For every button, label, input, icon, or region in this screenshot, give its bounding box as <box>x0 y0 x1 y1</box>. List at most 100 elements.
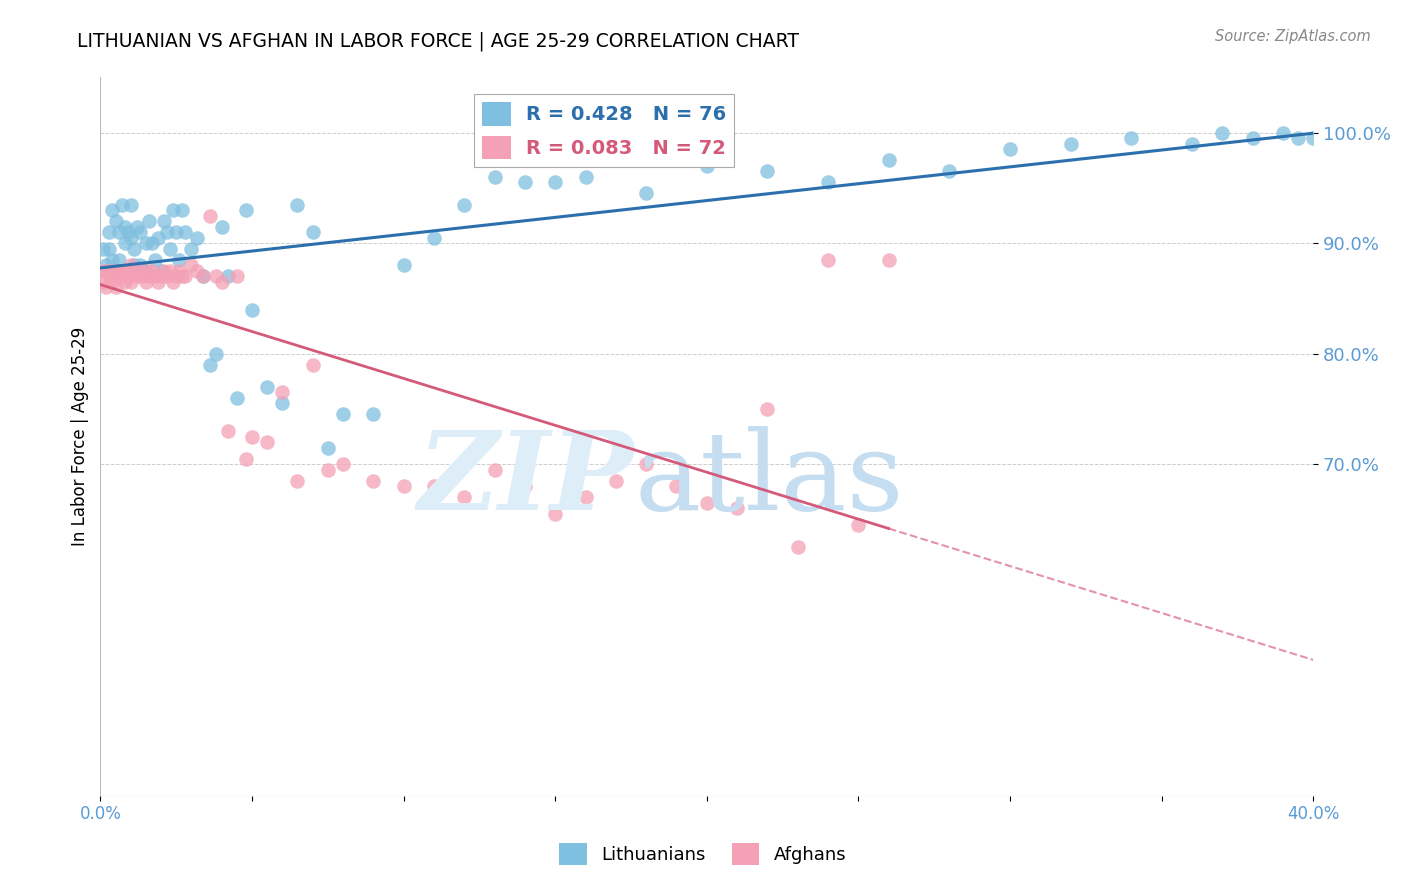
Point <box>1211 126 1233 140</box>
Point <box>198 209 221 223</box>
Legend: Lithuanians, Afghans: Lithuanians, Afghans <box>553 836 853 872</box>
Point <box>93 275 115 289</box>
Point <box>271 385 294 400</box>
Point <box>120 197 142 211</box>
Point <box>287 474 309 488</box>
Point <box>101 264 124 278</box>
Point <box>513 479 536 493</box>
Point <box>423 479 446 493</box>
Point <box>122 264 145 278</box>
Point <box>104 264 127 278</box>
Point <box>101 202 124 217</box>
Text: atlas: atlas <box>634 426 904 533</box>
Point <box>172 269 194 284</box>
Point <box>316 441 339 455</box>
Point <box>141 264 163 278</box>
Text: LITHUANIAN VS AFGHAN IN LABOR FORCE | AGE 25-29 CORRELATION CHART: LITHUANIAN VS AFGHAN IN LABOR FORCE | AG… <box>77 31 800 51</box>
Point <box>204 269 226 284</box>
Point <box>125 219 148 234</box>
Point <box>93 242 115 256</box>
Point <box>211 219 233 234</box>
Point <box>146 230 169 244</box>
Point <box>114 275 136 289</box>
Point <box>193 269 215 284</box>
Point <box>392 258 415 272</box>
Point <box>696 159 718 173</box>
Point <box>332 457 354 471</box>
Point <box>998 142 1021 156</box>
Point <box>301 358 323 372</box>
Point <box>135 275 157 289</box>
Point <box>107 225 129 239</box>
Point <box>544 176 567 190</box>
Point <box>271 396 294 410</box>
Point <box>128 225 150 239</box>
Point <box>1302 131 1324 145</box>
Point <box>159 242 181 256</box>
Point <box>96 280 118 294</box>
Point <box>128 258 150 272</box>
Point <box>122 242 145 256</box>
Point <box>107 269 129 284</box>
Point <box>453 197 475 211</box>
Point <box>156 269 179 284</box>
Point <box>156 225 179 239</box>
Point <box>98 264 121 278</box>
Point <box>143 269 166 284</box>
Point <box>361 474 384 488</box>
Point <box>135 236 157 251</box>
Point <box>180 242 202 256</box>
Point <box>513 176 536 190</box>
Point <box>114 264 136 278</box>
Point <box>98 242 121 256</box>
Point <box>135 264 157 278</box>
Point <box>287 197 309 211</box>
Point <box>605 474 627 488</box>
Point <box>484 463 506 477</box>
Point <box>135 264 157 278</box>
Point <box>162 275 184 289</box>
Point <box>98 269 121 284</box>
Point <box>301 225 323 239</box>
Point <box>150 264 173 278</box>
Point <box>1271 126 1294 140</box>
Point <box>128 264 150 278</box>
Point <box>877 252 900 267</box>
Point <box>117 269 139 284</box>
Point <box>756 164 779 178</box>
Point <box>98 225 121 239</box>
Point <box>361 408 384 422</box>
Point <box>110 197 132 211</box>
Point <box>256 380 278 394</box>
Point <box>696 496 718 510</box>
Point <box>211 275 233 289</box>
Legend: R = 0.428   N = 76, R = 0.083   N = 72: R = 0.428 N = 76, R = 0.083 N = 72 <box>474 95 734 167</box>
Point <box>110 264 132 278</box>
Y-axis label: In Labor Force | Age 25-29: In Labor Force | Age 25-29 <box>72 327 89 546</box>
Point <box>256 435 278 450</box>
Text: ZIP: ZIP <box>418 426 634 533</box>
Point <box>162 202 184 217</box>
Point <box>235 202 257 217</box>
Point <box>167 252 190 267</box>
Point <box>877 153 900 168</box>
Point <box>786 540 808 554</box>
Point <box>96 264 118 278</box>
Point <box>636 457 658 471</box>
Point <box>817 252 839 267</box>
Point <box>544 507 567 521</box>
Point <box>101 252 124 267</box>
Point <box>153 214 176 228</box>
Point <box>120 258 142 272</box>
Point <box>484 169 506 184</box>
Point <box>423 230 446 244</box>
Point <box>101 275 124 289</box>
Point <box>174 225 197 239</box>
Point <box>120 275 142 289</box>
Point <box>167 264 190 278</box>
Point <box>1241 131 1264 145</box>
Point <box>165 225 187 239</box>
Point <box>1121 131 1143 145</box>
Point <box>574 169 596 184</box>
Point <box>107 264 129 278</box>
